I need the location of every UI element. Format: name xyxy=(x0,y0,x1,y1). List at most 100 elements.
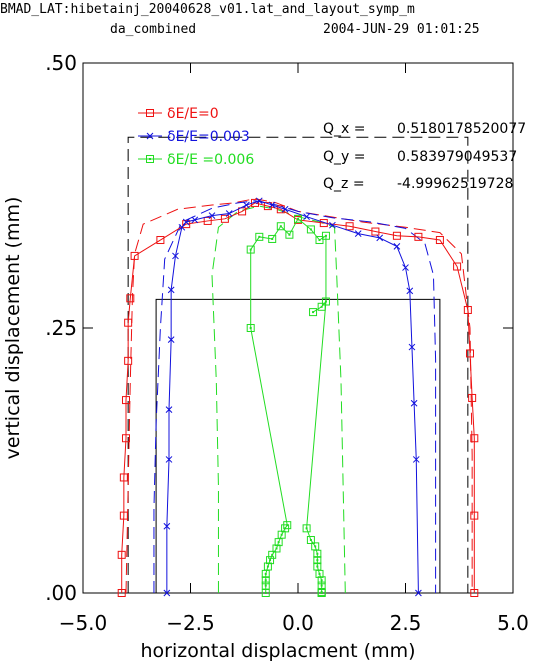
marker-box xyxy=(306,536,315,544)
data-point xyxy=(266,556,275,565)
data-point xyxy=(268,201,276,209)
data-point xyxy=(220,214,229,223)
data-point xyxy=(406,287,414,295)
data-point xyxy=(261,581,270,590)
data-point xyxy=(119,473,128,482)
data-point xyxy=(276,222,285,231)
marker-box xyxy=(313,556,322,565)
marker-dot xyxy=(258,235,261,238)
data-point xyxy=(309,308,318,317)
marker-dot xyxy=(320,305,323,308)
marker-box xyxy=(294,214,302,223)
marker-dot xyxy=(297,217,299,220)
data-point xyxy=(246,324,255,332)
marker-dot xyxy=(320,592,323,594)
marker-dot xyxy=(316,559,319,562)
data-point xyxy=(470,589,479,597)
dashed-envelope-line xyxy=(153,200,437,593)
marker-dot xyxy=(249,327,252,329)
data-point xyxy=(414,232,423,241)
data-point xyxy=(130,251,139,260)
data-point xyxy=(172,252,179,260)
marker-box xyxy=(306,225,315,234)
data-point xyxy=(263,562,272,571)
marker-dot xyxy=(309,228,312,231)
series-line xyxy=(306,301,327,593)
data-point xyxy=(317,589,326,597)
marker-dot xyxy=(249,248,252,251)
marker-box xyxy=(317,589,326,597)
data-point xyxy=(167,336,175,344)
data-point xyxy=(119,511,128,520)
marker-box xyxy=(302,524,311,533)
header-title: BMAD_LAT:hibetainj_20040628_v01.lat_and_… xyxy=(0,2,415,17)
header-plot-name: da_combined xyxy=(110,22,196,37)
data-point xyxy=(315,569,324,578)
x-tick-label: −2.5 xyxy=(166,611,215,635)
y-tick-label: .25 xyxy=(45,316,77,340)
data-point xyxy=(468,393,477,402)
data-point xyxy=(117,550,126,559)
marker-box xyxy=(261,576,270,585)
data-point xyxy=(345,222,354,231)
marker-dot xyxy=(320,590,323,593)
data-point xyxy=(354,230,362,238)
marker-box xyxy=(321,297,330,306)
marker-box xyxy=(309,308,318,317)
marker-box xyxy=(317,576,326,585)
solid-boundary-rect xyxy=(155,298,441,593)
data-point xyxy=(410,399,418,407)
data-point xyxy=(294,214,302,223)
data-point xyxy=(376,234,384,242)
marker-box xyxy=(321,231,330,240)
marker-dot xyxy=(286,524,289,527)
tune-qz-value: -4.99962519728 xyxy=(397,176,513,192)
legend-label: δE/E=0 xyxy=(167,106,219,122)
data-point xyxy=(470,511,479,520)
marker-box xyxy=(268,550,277,559)
data-point xyxy=(412,456,420,463)
marker-box xyxy=(276,222,285,231)
marker-dot xyxy=(305,527,308,530)
data-point xyxy=(408,343,416,351)
data-series xyxy=(117,197,479,597)
marker-dot xyxy=(264,584,267,587)
series-line xyxy=(250,218,327,328)
data-point xyxy=(163,522,171,530)
data-point xyxy=(313,556,322,565)
data-point xyxy=(272,544,281,553)
data-point xyxy=(285,230,294,239)
marker-box xyxy=(246,324,255,332)
data-point xyxy=(255,197,263,205)
marker-dot xyxy=(288,233,291,236)
marker-dot xyxy=(264,579,267,582)
data-point xyxy=(321,297,330,306)
data-point xyxy=(453,262,462,271)
data-point xyxy=(122,434,130,443)
marker-box xyxy=(255,232,264,241)
marker-dot xyxy=(264,572,267,575)
data-point xyxy=(371,227,380,236)
data-point xyxy=(255,232,264,241)
legend-marker xyxy=(146,109,154,117)
data-point xyxy=(466,349,474,358)
marker-dot xyxy=(149,158,151,160)
marker-dot xyxy=(314,545,317,548)
legend-marker xyxy=(146,155,154,163)
tune-qx-value: 0.5180178520077 xyxy=(397,121,526,137)
marker-dot xyxy=(271,237,274,240)
y-tick-label: .50 xyxy=(45,51,77,75)
marker-dot xyxy=(266,565,269,568)
data-point xyxy=(463,305,472,314)
data-point xyxy=(306,225,315,234)
x-axis-label: horizontal displacment (mm) xyxy=(140,640,415,662)
data-point xyxy=(156,236,165,245)
marker-dot xyxy=(320,579,323,582)
marker-dot xyxy=(316,552,319,555)
data-point xyxy=(313,549,322,558)
data-point xyxy=(225,210,233,217)
marker-dot xyxy=(309,539,312,541)
plot-frame xyxy=(82,62,514,594)
data-point xyxy=(402,264,409,271)
marker-box xyxy=(263,562,272,571)
